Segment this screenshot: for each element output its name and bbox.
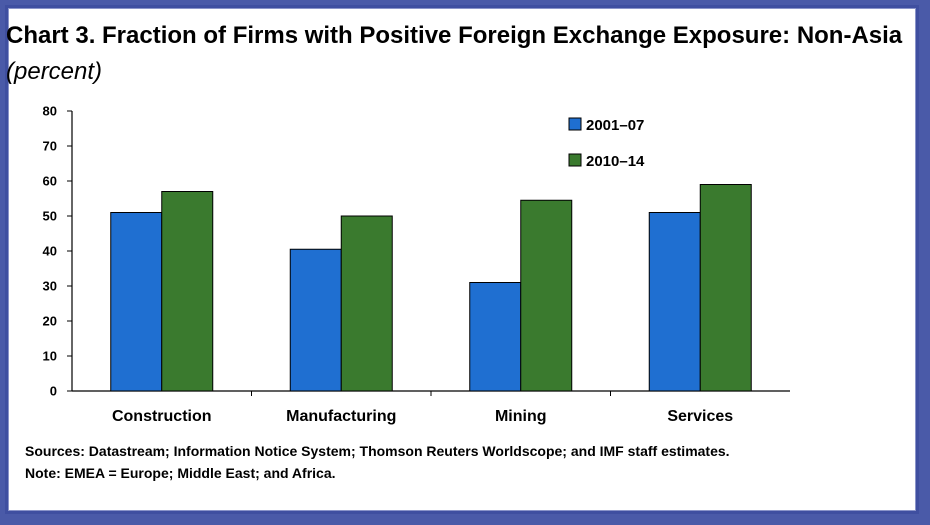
y-tick-label: 30 xyxy=(43,279,57,294)
y-tick-label: 50 xyxy=(43,209,57,224)
y-tick-label: 80 xyxy=(43,104,57,119)
bar-construction-0 xyxy=(110,212,163,392)
sources-note: Sources: Datastream; Information Notice … xyxy=(25,443,730,459)
legend-swatch-0 xyxy=(568,117,582,131)
y-tick-label: 0 xyxy=(50,384,57,399)
bar-mining-0 xyxy=(469,282,522,392)
x-tick-label: Mining xyxy=(495,408,547,425)
bar-services-1 xyxy=(699,184,752,392)
y-tick-label: 70 xyxy=(43,139,57,154)
bar-services-0 xyxy=(648,212,701,392)
y-tick-label: 20 xyxy=(43,314,57,329)
bar-manufacturing-1 xyxy=(340,215,393,392)
x-tick-label: Construction xyxy=(112,408,212,425)
legend-swatch-1 xyxy=(568,153,582,167)
legend-label-1: 2010–14 xyxy=(586,153,645,170)
emea-note: Note: EMEA = Europe; Middle East; and Af… xyxy=(25,465,336,481)
bar-mining-1 xyxy=(520,199,573,392)
bar-manufacturing-0 xyxy=(289,248,342,392)
chart-title: Chart 3. Fraction of Firms with Positive… xyxy=(6,22,903,49)
y-tick-label: 10 xyxy=(43,349,57,364)
x-tick-label: Services xyxy=(667,408,733,425)
chart-subtitle: (percent) xyxy=(6,58,103,85)
bar-construction-1 xyxy=(161,191,214,392)
x-tick-label: Manufacturing xyxy=(286,408,396,425)
legend-label-0: 2001–07 xyxy=(586,117,644,134)
y-tick-label: 40 xyxy=(43,244,57,259)
y-tick-label: 60 xyxy=(43,174,57,189)
